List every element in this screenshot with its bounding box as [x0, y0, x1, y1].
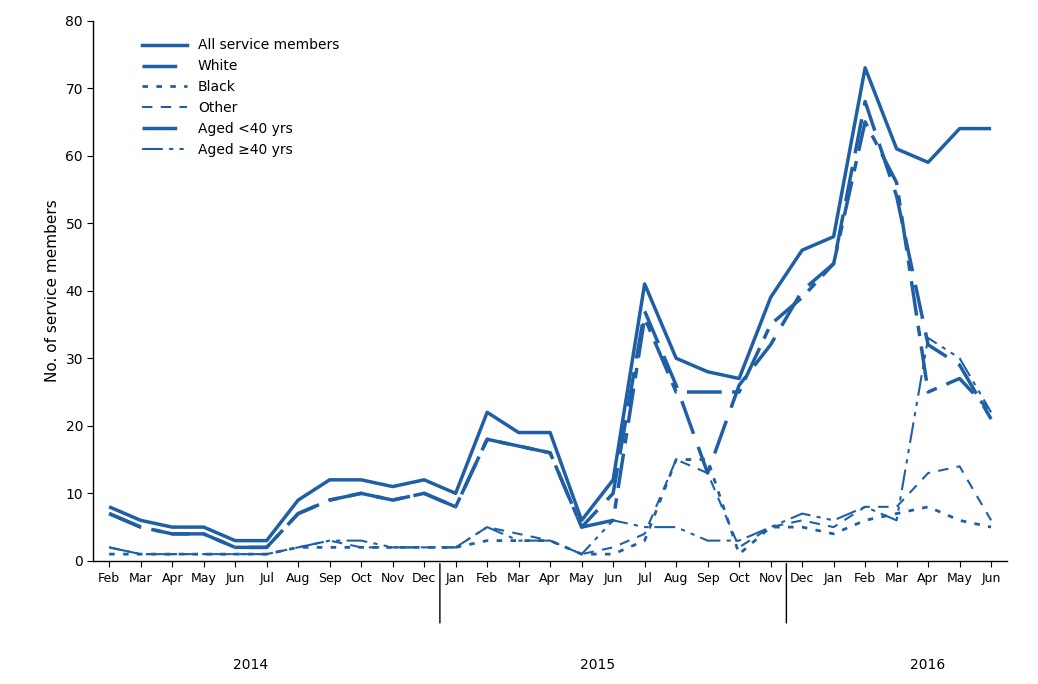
Text: 2016: 2016: [910, 658, 946, 672]
Y-axis label: No. of service members: No. of service members: [45, 199, 60, 382]
Legend: All service members, White, Black, Other, Aged <40 yrs, Aged ≥40 yrs: All service members, White, Black, Other…: [137, 33, 345, 163]
Text: 2015: 2015: [580, 658, 614, 672]
Text: 2014: 2014: [234, 658, 269, 672]
